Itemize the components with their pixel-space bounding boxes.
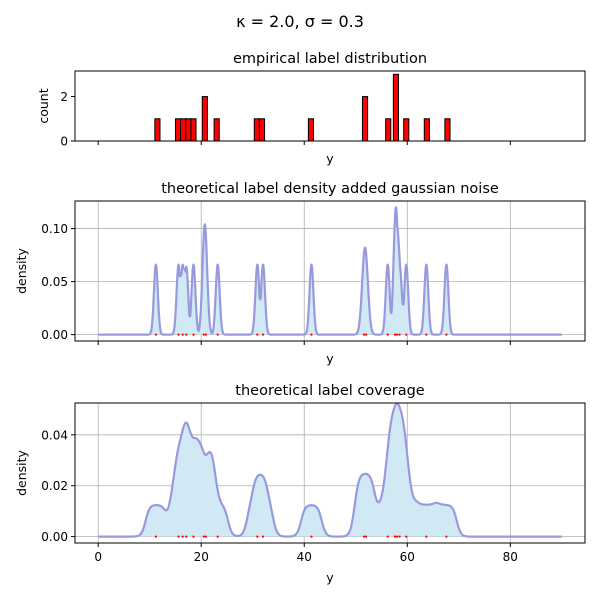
chart-title: theoretical label coverage: [235, 383, 425, 399]
label-marker: [398, 535, 401, 538]
label-marker: [393, 333, 397, 336]
label-marker: [362, 535, 366, 538]
plot-area: [97, 206, 563, 336]
histogram-bar: [180, 118, 187, 141]
x-tick-label: 60: [400, 550, 415, 564]
label-marker: [202, 535, 205, 538]
chart-title: empirical label distribution: [233, 51, 427, 67]
label-marker: [386, 535, 389, 538]
label-marker: [393, 535, 397, 538]
label-marker: [216, 333, 219, 336]
label-marker: [177, 333, 180, 336]
plot-area: [97, 403, 563, 538]
label-marker: [362, 333, 366, 336]
label-marker: [261, 333, 265, 336]
density-line: [97, 403, 563, 538]
histogram-bar: [190, 118, 197, 141]
label-marker: [364, 333, 368, 336]
histogram-bar: [154, 118, 161, 141]
y-tick-label: 0.10: [41, 222, 68, 236]
histogram-bar: [258, 118, 266, 141]
x-axis-label: y: [326, 351, 334, 366]
density-line: [97, 206, 563, 336]
label-marker: [386, 333, 389, 336]
histogram-bar: [253, 118, 260, 141]
histogram-bar: [392, 73, 400, 141]
label-marker: [181, 535, 184, 538]
histogram-bar: [444, 118, 451, 141]
x-axis-label: y: [326, 151, 334, 166]
label-marker: [395, 333, 399, 336]
y-tick-label: 0.00: [41, 530, 68, 544]
histogram-bar: [403, 118, 410, 141]
density-fill: [98, 207, 562, 335]
label-marker: [154, 535, 157, 538]
histogram-bar: [307, 118, 315, 141]
figure-suptitle: κ = 2.0, σ = 0.3: [236, 12, 364, 31]
label-marker: [445, 535, 448, 538]
label-marker: [204, 333, 207, 336]
label-marker: [445, 333, 448, 336]
y-axis-label: count: [36, 88, 51, 123]
density-fill: [98, 403, 562, 537]
label-marker: [256, 535, 259, 538]
histogram-bar: [423, 118, 430, 141]
label-marker: [177, 535, 180, 538]
histogram-bar: [213, 118, 220, 141]
x-tick-label: 40: [297, 550, 312, 564]
axes-frame: [74, 200, 586, 342]
label-marker: [310, 333, 313, 336]
y-tick-label: 0.05: [41, 275, 68, 289]
label-marker: [425, 535, 428, 538]
x-tick-label: 20: [194, 550, 209, 564]
histogram-bar: [174, 118, 182, 141]
y-tick-label: 0: [60, 135, 68, 149]
histogram-bar: [385, 118, 392, 141]
label-marker: [261, 535, 265, 538]
histogram-bar: [361, 96, 369, 141]
y-tick-label: 0.00: [41, 328, 68, 342]
x-axis-label: y: [326, 570, 334, 585]
y-tick-label: 2: [60, 90, 68, 104]
label-marker: [425, 333, 428, 336]
label-marker: [405, 333, 408, 336]
label-marker: [202, 333, 205, 336]
histogram-bar: [201, 96, 208, 141]
plot-area: [154, 73, 451, 141]
label-marker: [192, 333, 195, 336]
label-marker: [216, 535, 219, 538]
y-axis-label: density: [14, 449, 29, 495]
label-marker: [364, 535, 368, 538]
x-tick-label: 0: [94, 550, 102, 564]
histogram-bar: [185, 118, 192, 141]
label-marker: [204, 535, 207, 538]
axes-frame: [74, 402, 586, 544]
y-tick-label: 0.04: [41, 428, 68, 442]
label-marker: [405, 535, 408, 538]
x-tick-label: 80: [503, 550, 518, 564]
axes-frame: [74, 70, 586, 142]
panel-theoretical-coverage: 0 20 40 60 80 0.00 0.02 0.04 theoretical label c…: [14, 383, 586, 585]
label-marker: [185, 333, 188, 336]
label-marker: [154, 333, 157, 336]
label-marker: [185, 535, 188, 538]
label-marker: [395, 535, 399, 538]
label-marker: [192, 535, 195, 538]
label-marker: [310, 535, 313, 538]
label-marker: [181, 333, 184, 336]
panel-empirical-distribution: 0 2 empirical label distribution y count: [36, 51, 586, 166]
label-marker: [256, 333, 259, 336]
label-marker: [398, 333, 401, 336]
panel-theoretical-density: 0.00 0.05 0.10 theoretical label density ad…: [14, 181, 586, 366]
y-tick-label: 0.02: [41, 479, 68, 493]
chart-title: theoretical label density added gaussian…: [161, 181, 499, 197]
y-axis-label: density: [14, 247, 29, 293]
